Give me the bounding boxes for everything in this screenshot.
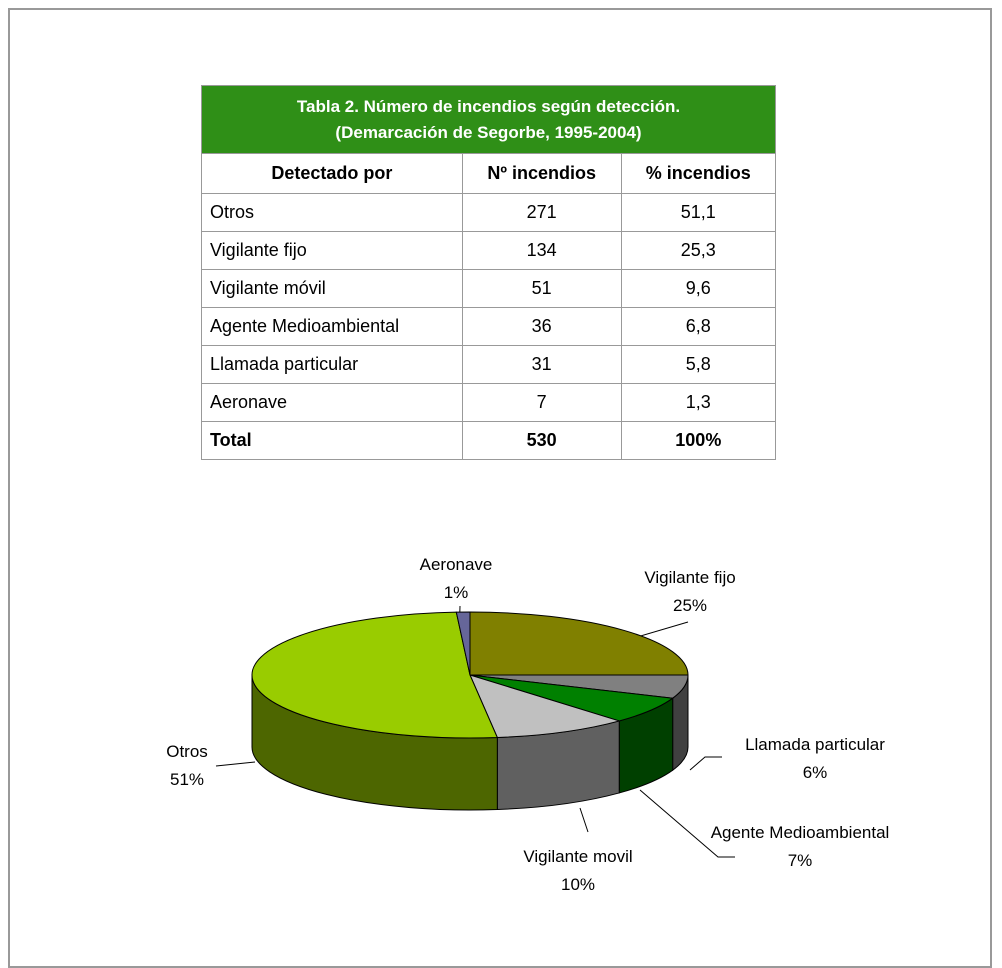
table-cell: Aeronave [201,383,463,422]
table-cell: 25,3 [620,231,777,270]
column-header: % incendios [620,153,777,194]
table-cell: Agente Medioambiental [201,307,463,346]
column-header: Nº incendios [461,153,622,194]
slice-label: Vigilante fijo 25% [590,564,790,620]
slice-label: Aeronave 1% [396,551,516,607]
table-row: Vigilante móvil 51 9,6 [201,269,777,308]
table-row: Agente Medioambiental 36 6,8 [201,307,777,346]
title-line: Tabla 2. Número de incendios según detec… [296,96,681,116]
value-label: 6% [802,763,828,782]
table-row: Total 530 100% [201,421,777,460]
pie-tops [251,611,689,739]
title-line: (Demarcación de Segorbe, 1995-2004) [335,122,642,142]
table-cell: Total [201,421,463,460]
slice-label: Llamada particular 6% [705,731,925,787]
pie-slice [455,611,471,676]
value-label: 25% [672,596,708,615]
category-label: Llamada particular [745,735,885,754]
category-label: Vigilante fijo [644,568,736,587]
table-row: Llamada particular 31 5,8 [201,345,777,384]
table-row: Vigilante fijo 134 25,3 [201,231,777,270]
table-cell: 36 [461,307,622,346]
table-cell: Vigilante móvil [201,269,463,308]
value-label: 10% [560,875,596,894]
table-cell: 134 [461,231,622,270]
table-cell: 271 [461,193,622,232]
category-label: Otros [166,742,208,761]
table-row: Otros 271 51,1 [201,193,777,232]
slice-label: Agente Medioambiental 7% [710,819,890,875]
category-label: Agente Medioambiental [710,823,890,842]
pie-slice [469,611,689,676]
table-cell: Vigilante fijo [201,231,463,270]
value-label: 7% [787,851,813,870]
pie-slice [469,674,622,739]
header-row: Detectado por Nº incendios% incendios [201,153,777,194]
table-cell: 530 [461,421,622,460]
value-label: 1% [443,583,469,602]
data-table: Tabla 2. Número de incendios según detec… [201,85,777,460]
pie-sides [251,674,689,811]
slice-label: Otros 51% [137,738,237,794]
category-label: Vigilante movil [523,847,633,866]
table-cell: 9,6 [620,269,777,308]
value-label: 51% [169,770,205,789]
table-cell: 5,8 [620,345,777,384]
table-cell: 51 [461,269,622,308]
table-cell: 6,8 [620,307,777,346]
table-cell: 51,1 [620,193,777,232]
slice-label: Vigilante movil 10% [478,843,678,899]
category-label: Aeronave [419,555,493,574]
pie-slice [251,611,499,739]
table-cell: 100% [620,421,777,460]
